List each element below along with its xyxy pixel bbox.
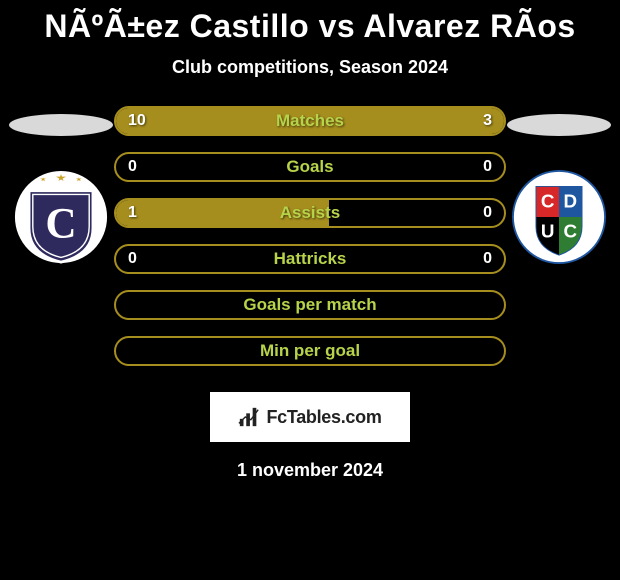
left-player-col: C <box>6 114 116 264</box>
stat-row: Assists1 0 <box>114 198 506 228</box>
stat-label: Matches <box>116 108 504 134</box>
stat-value-left: 0 <box>128 246 137 272</box>
right-club-badge: C D U C <box>512 170 606 264</box>
stat-label: Goals <box>116 154 504 180</box>
stat-value-left: 1 <box>128 200 137 226</box>
stat-row: Hattricks0 0 <box>114 244 506 274</box>
stat-row: Min per goal <box>114 336 506 366</box>
stat-value-right: 3 <box>483 108 492 134</box>
stat-value-right: 0 <box>483 200 492 226</box>
svg-text:C: C <box>541 191 555 212</box>
stat-row: Goals per match <box>114 290 506 320</box>
left-club-badge: C <box>14 170 108 264</box>
stat-label: Assists <box>116 200 504 226</box>
stat-value-left: 10 <box>128 108 146 134</box>
stat-label: Min per goal <box>116 338 504 364</box>
comparison-card: NÃºÃ±ez Castillo vs Alvarez RÃ­os Club c… <box>0 0 620 580</box>
player-photo-placeholder <box>507 114 611 136</box>
svg-text:D: D <box>563 191 577 212</box>
stat-label: Hattricks <box>116 246 504 272</box>
stat-value-right: 0 <box>483 246 492 272</box>
page-title: NÃºÃ±ez Castillo vs Alvarez RÃ­os <box>0 0 620 45</box>
cduc-badge-icon: C D U C <box>512 170 606 264</box>
stat-label: Goals per match <box>116 292 504 318</box>
svg-text:C: C <box>563 221 577 242</box>
svg-text:C: C <box>45 200 76 248</box>
shield-c-badge-icon: C <box>14 170 108 264</box>
stat-row: Matches10 3 <box>114 106 506 136</box>
main-area: C C D U C Matches1 <box>0 114 620 514</box>
stat-value-left: 0 <box>128 154 137 180</box>
stat-value-right: 0 <box>483 154 492 180</box>
attribution-box: FcTables.com <box>210 392 410 442</box>
right-player-col: C D U C <box>504 114 614 264</box>
subtitle: Club competitions, Season 2024 <box>0 57 620 78</box>
bar-chart-icon <box>238 406 260 428</box>
stats-area: Matches103Goals00Assists10Hattricks00Goa… <box>114 106 506 366</box>
attribution-text: FcTables.com <box>266 407 381 428</box>
player-photo-placeholder <box>9 114 113 136</box>
svg-text:U: U <box>541 221 555 242</box>
stat-row: Goals0 0 <box>114 152 506 182</box>
footer-date: 1 november 2024 <box>0 460 620 481</box>
